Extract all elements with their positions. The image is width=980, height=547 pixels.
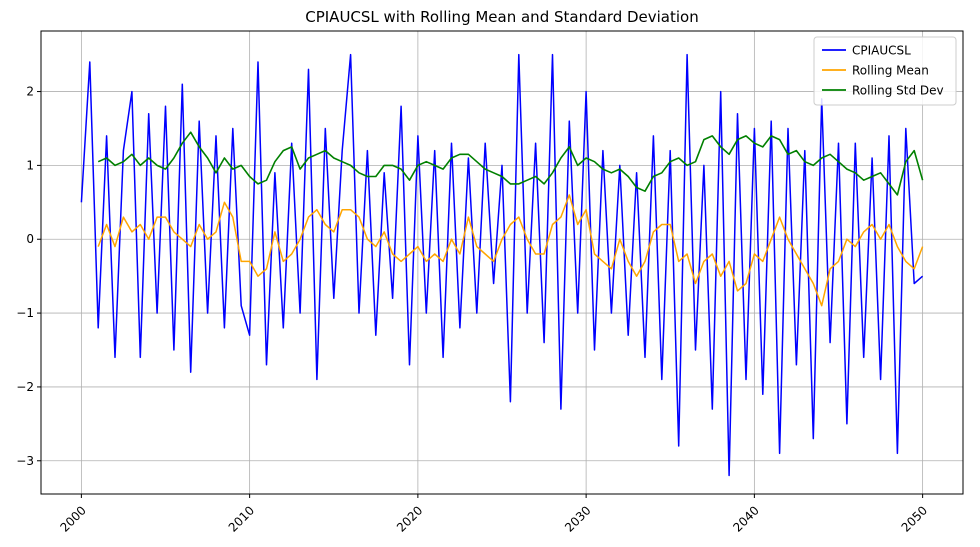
x-tick-label: 2050 — [899, 503, 930, 534]
legend-label: Rolling Std Dev — [852, 84, 944, 98]
legend: CPIAUCSL Rolling Mean Rolling Std Dev — [813, 36, 957, 106]
legend-label: CPIAUCSL — [852, 44, 911, 58]
y-tick-label: −1 — [16, 306, 34, 320]
x-tick-label: 2000 — [57, 503, 88, 534]
series-line-3 — [97, 131, 924, 196]
y-tick-label: −3 — [16, 454, 34, 468]
legend-label: Rolling Mean — [852, 64, 929, 78]
x-tick-label: 2040 — [730, 503, 761, 534]
series-line-1 — [80, 53, 924, 477]
y-tick-label: 2 — [26, 85, 34, 99]
plot-area — [80, 53, 924, 477]
y-tick-label: −2 — [16, 380, 34, 394]
chart-title: CPIAUCSL with Rolling Mean and Standard … — [305, 8, 699, 26]
series-line-2 — [97, 194, 924, 307]
x-tick-label: 2020 — [394, 503, 425, 534]
x-tick-label: 2030 — [562, 503, 593, 534]
x-axis: 2000 2010 2020 2030 2040 2050 — [57, 494, 930, 535]
y-tick-label: 1 — [26, 158, 34, 172]
grid-lines — [41, 31, 963, 494]
y-axis: −3 −2 −1 0 1 2 — [16, 85, 41, 468]
plot-frame — [40, 30, 964, 495]
x-tick-label: 2010 — [226, 503, 257, 534]
y-tick-label: 0 — [26, 232, 34, 246]
legend-box — [813, 36, 957, 106]
